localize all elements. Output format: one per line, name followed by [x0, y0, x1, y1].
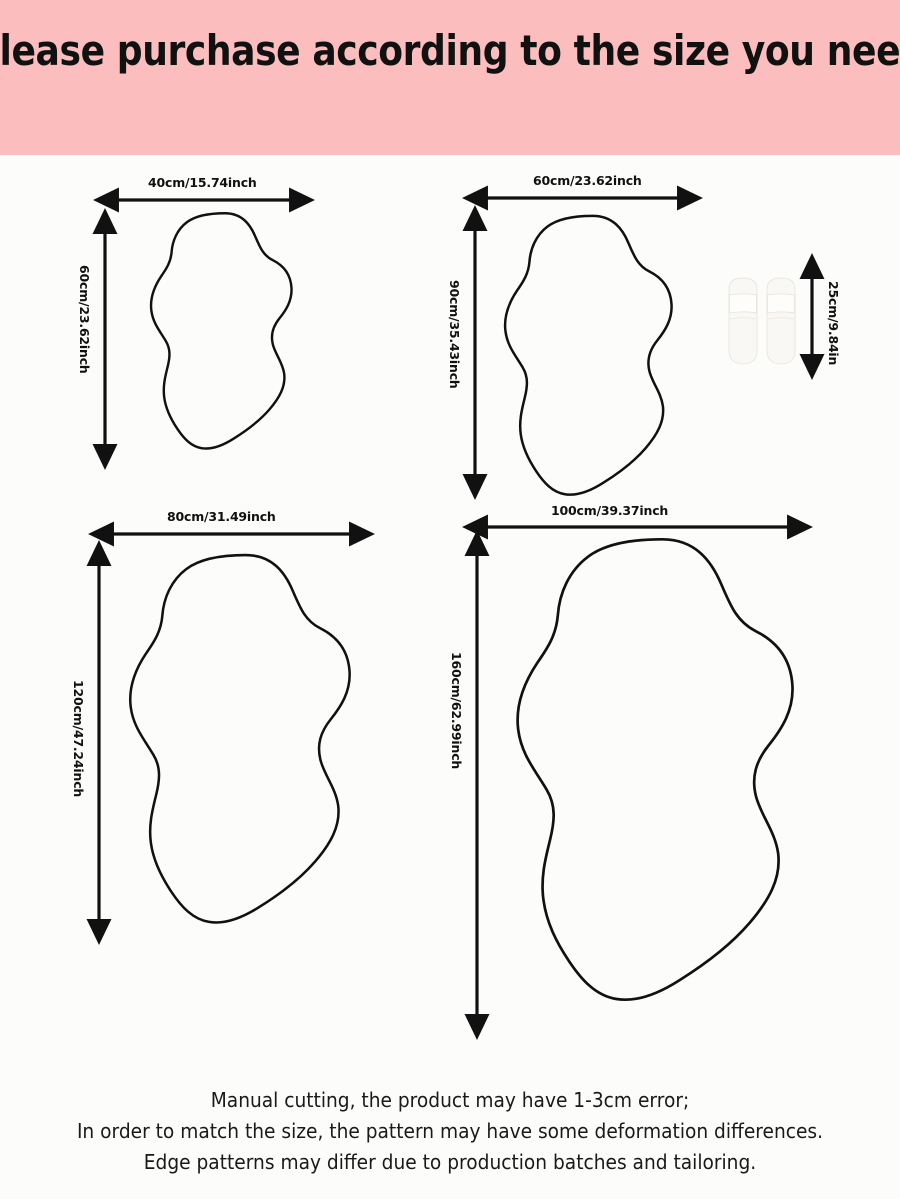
slipper-left [728, 277, 758, 365]
header-banner: Please purchase according to the size yo… [0, 0, 900, 155]
rug-outline-100x160 [515, 537, 795, 1002]
label-height-slippers: 25cm/9.84in [826, 281, 841, 366]
label-height-100x160: 160cm/62.99inch [449, 652, 464, 770]
label-width-100x160: 100cm/39.37inch [551, 503, 669, 518]
page-title: Please purchase according to the size yo… [0, 26, 900, 75]
slippers-icon [728, 277, 796, 365]
rug-outline-40x60 [149, 212, 293, 450]
label-height-60x90: 90cm/35.43inch [447, 280, 462, 389]
slipper-right [766, 277, 796, 365]
rug-outline-60x90 [503, 214, 673, 496]
slippers-reference-image [723, 275, 803, 367]
label-width-80x120: 80cm/31.49inch [167, 509, 276, 524]
label-height-40x60: 60cm/23.62inch [77, 265, 92, 374]
footer-line-1: Manual cutting, the product may have 1-3… [210, 1088, 690, 1112]
footer-line-3: Edge patterns may differ due to producti… [143, 1150, 757, 1174]
label-width-60x90: 60cm/23.62inch [533, 173, 642, 188]
diagram-canvas [86, 185, 825, 1040]
footer-notes: Manual cutting, the product may have 1-3… [0, 1085, 900, 1178]
size-diagram: 40cm/15.74inch 60cm/23.62inch 60cm/23.62… [0, 155, 900, 1075]
rug-outline-80x120 [128, 553, 351, 924]
footer-line-2: In order to match the size, the pattern … [76, 1119, 824, 1143]
label-width-40x60: 40cm/15.74inch [148, 175, 257, 190]
label-height-80x120: 120cm/47.24inch [71, 680, 86, 798]
